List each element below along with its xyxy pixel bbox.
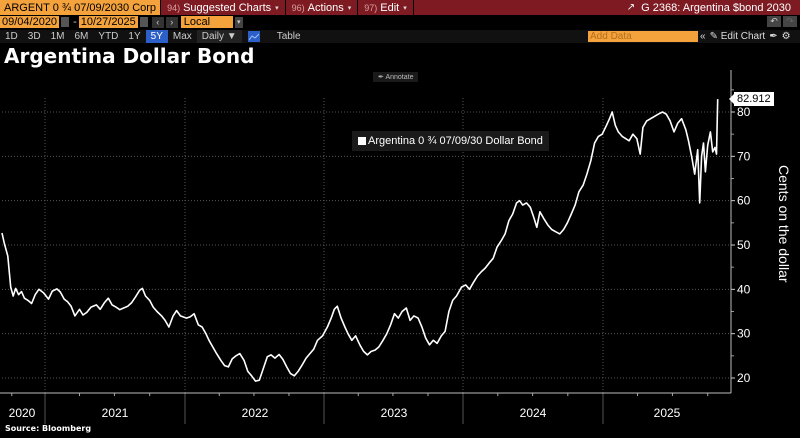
edit-chart-button[interactable]: ✎ Edit Chart (709, 31, 766, 42)
y-axis-label: Cents on the dollar (776, 165, 792, 283)
legend-label: Argentina 0 ¾ 07/09/30 Dollar Bond (368, 135, 543, 147)
svg-text:2024: 2024 (520, 406, 547, 420)
caret-down-icon: ▾ (403, 4, 407, 12)
svg-text:2023: 2023 (381, 406, 408, 420)
collapse-icon[interactable]: « (700, 31, 706, 42)
range-1m[interactable]: 1M (50, 31, 65, 42)
date-range-bar: 09/04/2020 - 10/27/2025 ‹ › Local CCY ▾ (0, 15, 800, 40)
chart-id: G 2368: Argentina $bond 2030 (641, 1, 791, 14)
range-3d[interactable]: 3D (27, 31, 41, 42)
menu-label: Edit (380, 1, 400, 14)
svg-text:20: 20 (737, 371, 751, 385)
edit-chart-group: « ✎ Edit Chart ✒ ⚙ (700, 30, 791, 43)
svg-text:2025: 2025 (654, 406, 681, 420)
annotate-tool-icon[interactable]: ✒ (769, 31, 778, 42)
last-value-badge: 82.912 (729, 92, 774, 106)
end-date-field[interactable]: 10/27/2025 (78, 16, 138, 28)
frequency-select[interactable]: Daily ▼ (196, 30, 242, 43)
menu-number: 97) (364, 2, 378, 13)
suggested-charts-menu[interactable]: 94) Suggested Charts ▾ (160, 0, 285, 15)
menu-number: 96) (291, 2, 305, 13)
line-chart-icon[interactable] (247, 31, 260, 42)
svg-text:70: 70 (737, 149, 751, 163)
calendar-icon[interactable] (139, 17, 148, 27)
edit-chart-label: Edit Chart (720, 31, 766, 42)
chevron-right-icon[interactable]: › (165, 16, 178, 28)
annotate-button[interactable]: ✒ Annotate (373, 72, 419, 82)
range-1y[interactable]: 1Y (128, 31, 141, 42)
svg-text:2021: 2021 (102, 406, 129, 420)
caret-down-icon[interactable]: ▾ (234, 16, 243, 28)
calendar-icon[interactable] (61, 17, 70, 27)
undo-icon[interactable]: ↶ (767, 16, 781, 27)
svg-text:60: 60 (737, 194, 751, 208)
date-separator: - (73, 16, 77, 28)
annotate-label: Annotate (385, 74, 414, 81)
menu-number: 94) (167, 2, 181, 13)
top-toolbar: ARGENT 0 ¾ 07/09/2030 Corp 94) Suggested… (0, 0, 800, 15)
menu-label: Actions (307, 1, 344, 14)
add-data-input[interactable]: Add Data (588, 31, 698, 42)
menu-label: Suggested Charts (183, 1, 272, 14)
chevron-left-icon[interactable]: ‹ (151, 16, 164, 28)
start-date-field[interactable]: 09/04/2020 (0, 16, 60, 28)
source-note: Source: Bloomberg (5, 424, 92, 433)
svg-text:40: 40 (737, 282, 751, 296)
svg-text:50: 50 (737, 238, 751, 252)
svg-text:2020: 2020 (9, 406, 36, 420)
svg-text:80: 80 (737, 105, 751, 119)
actions-menu[interactable]: 96) Actions ▾ (284, 0, 358, 15)
chart-legend[interactable]: Argentina 0 ¾ 07/09/30 Dollar Bond (352, 131, 549, 151)
chart-title: Argentina Dollar Bond (4, 44, 255, 68)
external-link-icon[interactable]: ↗ (626, 2, 636, 13)
range-5y[interactable]: 5Y (145, 30, 168, 43)
gear-icon[interactable]: ⚙ (781, 31, 791, 42)
table-button[interactable]: Table (276, 31, 301, 42)
redo-icon[interactable]: ↷ (783, 16, 797, 27)
security-ticker[interactable]: ARGENT 0 ¾ 07/09/2030 Corp (0, 0, 161, 15)
edit-menu[interactable]: 97) Edit ▾ (357, 0, 413, 15)
svg-text:30: 30 (737, 327, 751, 341)
chart-id-bar: ↗ G 2368: Argentina $bond 2030 (412, 0, 800, 15)
caret-down-icon: ▾ (275, 4, 279, 12)
range-1d[interactable]: 1D (5, 31, 18, 42)
legend-swatch (358, 137, 366, 145)
svg-text:2022: 2022 (242, 406, 269, 420)
range-ytd[interactable]: YTD (98, 31, 119, 42)
range-max[interactable]: Max (172, 31, 192, 42)
range-6m[interactable]: 6M (74, 31, 89, 42)
caret-down-icon: ▾ (347, 4, 352, 12)
